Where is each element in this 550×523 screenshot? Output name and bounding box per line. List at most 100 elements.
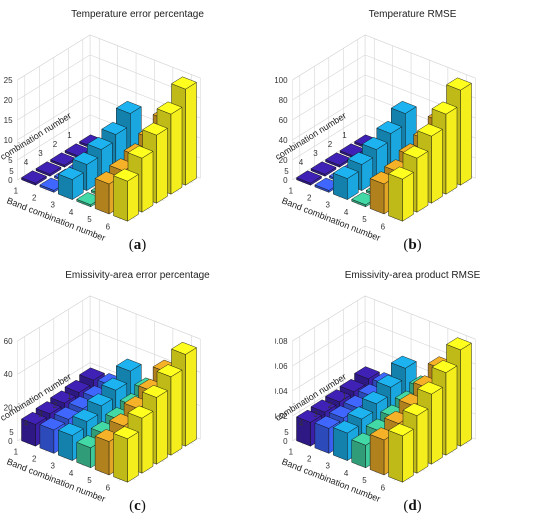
bar (333, 165, 359, 200)
bar-top (35, 161, 62, 175)
bar-face (127, 174, 139, 222)
z-tick-label: 5 (8, 156, 13, 165)
bar-top (156, 101, 183, 115)
y-tick-label: 4 (24, 158, 29, 167)
bar-top (101, 377, 128, 391)
z-tick-label: 0.08 (275, 337, 288, 346)
y-tick-label: 4 (299, 158, 304, 167)
bar-face (402, 428, 414, 483)
z-tick-label: 60 (4, 337, 13, 346)
bar-face (156, 128, 168, 204)
bar (388, 423, 414, 483)
bar-top (39, 417, 66, 431)
bar-top (127, 145, 154, 159)
x-tick-label: 4 (69, 469, 74, 478)
z-tick-label: 10 (4, 136, 13, 145)
bar-top (310, 161, 337, 175)
bar-face (141, 411, 154, 474)
x-tick-label: 2 (32, 193, 37, 202)
z-tick-label: 0 (8, 437, 13, 446)
bar-face (141, 151, 154, 213)
x-tick-label: 1 (14, 447, 19, 456)
bar-top (21, 170, 47, 184)
bar-top (431, 360, 458, 373)
x-tick-label: 6 (106, 222, 111, 231)
z-gridline (292, 295, 476, 342)
x-tick-label: 3 (325, 201, 330, 210)
x-tick-label: 2 (307, 193, 312, 202)
bar-face (170, 369, 183, 456)
y-tick-label: 3 (313, 149, 318, 158)
bar-top (310, 399, 337, 413)
bar-top (333, 165, 359, 179)
z-gridline (292, 54, 476, 101)
bar (113, 426, 139, 483)
bar-top (354, 366, 380, 380)
y-tick-label: 5 (284, 428, 289, 437)
x-tick-label: 1 (14, 186, 19, 195)
bar-face (369, 434, 385, 476)
panel-letter: d (408, 498, 417, 514)
z-tick-label: 25 (4, 76, 13, 85)
bar-face (369, 178, 385, 215)
bar-face (388, 173, 403, 222)
panel-c: 0 20 40 60 1 2 3 4 5 6 1 2 3 4 5 Band combination numbe… (0, 261, 275, 522)
x-tick-label: 3 (50, 201, 55, 210)
bar-top (402, 145, 429, 159)
bar (388, 166, 414, 222)
bar-top (58, 166, 84, 180)
bar-top (87, 393, 113, 407)
bar-top (446, 77, 472, 91)
bar-top (156, 364, 183, 378)
bar-face (127, 431, 139, 483)
bar-top (127, 405, 154, 419)
bar-face (388, 430, 403, 483)
x-tick-label: 6 (381, 222, 386, 231)
z-tick-label: 20 (4, 96, 13, 105)
bar-top (391, 355, 417, 369)
x-tick-label: 2 (32, 454, 37, 463)
bar-top (171, 341, 197, 355)
bar-top (388, 166, 414, 180)
bar-top (50, 390, 76, 404)
x-tick-label: 4 (69, 208, 74, 217)
bar-top (58, 422, 84, 436)
bar-face (416, 408, 429, 474)
x-tick-label: 6 (381, 483, 386, 492)
z-tick-label: 0 (283, 437, 288, 446)
chart-title: Emissivity-area product RMSE (344, 270, 481, 281)
bar (21, 170, 47, 186)
bar-top (417, 381, 443, 395)
y-tick-label: 2 (53, 140, 58, 149)
z-gridline (292, 74, 476, 121)
bar-top (64, 379, 91, 393)
bar-face (416, 151, 429, 213)
x-tick-label: 5 (87, 215, 92, 224)
bar-top (388, 423, 414, 437)
x-tick-label: 6 (106, 483, 111, 492)
bar-face (94, 178, 110, 215)
bar-top (362, 136, 388, 150)
x-tick-label: 4 (344, 469, 349, 478)
z-tick-label: 0.02 (275, 412, 288, 421)
bar-face (460, 342, 472, 447)
y-tick-label: 2 (53, 401, 58, 410)
bar (39, 417, 66, 454)
y-tick-label: 3 (38, 149, 43, 158)
z-tick-label: 80 (279, 96, 288, 105)
bar-top (142, 122, 168, 136)
panel-letter: b (408, 237, 417, 253)
bar-top (79, 367, 105, 381)
z-tick-label: 0.04 (275, 387, 288, 396)
z-tick-label: 40 (4, 370, 13, 379)
y-tick-label: 3 (38, 410, 43, 419)
bar-top (333, 420, 359, 434)
bar-top (402, 403, 429, 416)
bar-top (35, 401, 62, 415)
panel-b: 0 20 40 60 80 100 1 2 3 4 5 6 1 2 3 4 5 Band combination … (275, 0, 550, 261)
bar-top (376, 120, 403, 134)
bar-top (142, 384, 168, 398)
bar-top (72, 408, 99, 422)
